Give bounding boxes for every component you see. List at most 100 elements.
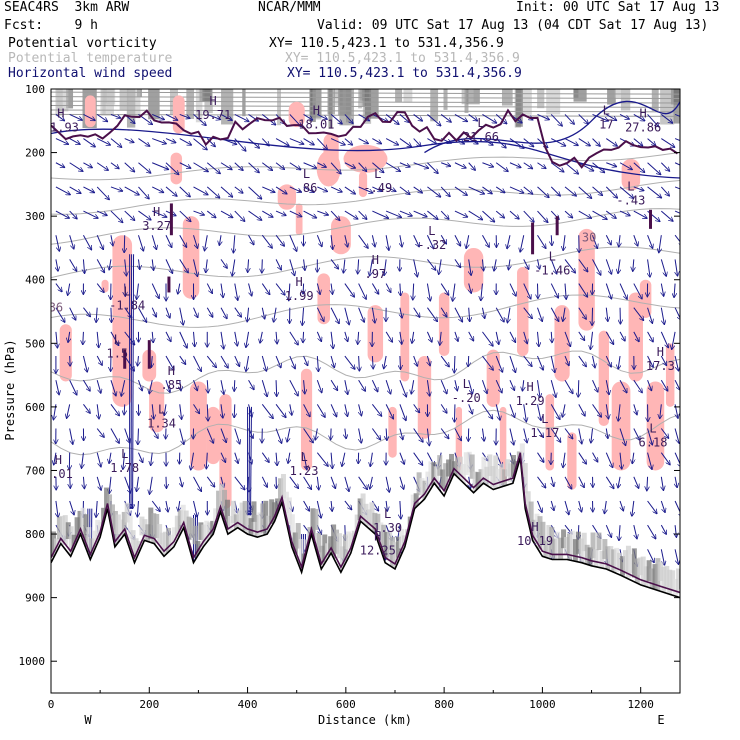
surface-pv-shade [118, 519, 124, 542]
wind-arrow [206, 259, 208, 272]
wind-arrow [400, 283, 401, 296]
wind-arrow [207, 113, 220, 119]
wind-arrow [647, 331, 654, 342]
pv-shade-streak [620, 89, 631, 111]
surface-pv-shade [154, 513, 160, 539]
surface-pv-shade [322, 534, 328, 563]
wind-arrow [565, 283, 566, 300]
wind-arrow [427, 138, 436, 144]
wind-arrow [344, 476, 349, 492]
pv-fill-blob [517, 267, 529, 357]
wind-arrow [551, 138, 565, 146]
wind-arrow [605, 380, 609, 395]
surface-pv-shade [222, 489, 228, 520]
surface-pv-shade [622, 550, 628, 573]
surface-pv-shade [104, 487, 110, 518]
wind-arrow [344, 162, 356, 168]
wind-arrow [562, 404, 565, 417]
wind-arrow [427, 162, 438, 174]
wind-arrow [592, 404, 602, 417]
wind-arrow [165, 259, 173, 273]
wind-arrow [138, 162, 150, 173]
y-axis-label: Pressure (hPa) [3, 339, 17, 440]
surface-pv-shade [466, 451, 472, 473]
extremum-value: 27.86 [625, 121, 661, 135]
wind-arrow [344, 380, 348, 394]
surface-pv-shade [74, 517, 80, 543]
wind-arrow [69, 138, 80, 145]
wind-arrow [537, 452, 543, 463]
wind-arrow [605, 355, 611, 367]
wind-arrow [413, 114, 423, 121]
surface-pv-shade [643, 566, 649, 590]
pv-shade-streak [126, 89, 141, 119]
pv-fill-blob [367, 305, 384, 363]
surface-pv-shade [298, 539, 304, 572]
wind-arrow [440, 379, 447, 394]
wind-arrow [179, 210, 191, 222]
wind-arrow [400, 235, 402, 247]
surface-pv-shade [369, 502, 375, 532]
pv-fill-blob [639, 279, 652, 318]
wind-arrow [495, 404, 500, 420]
wind-arrow [592, 113, 609, 121]
extremum-value: 12.25 [360, 543, 396, 557]
wind-arrow [289, 138, 304, 145]
pv-shade-streak [501, 89, 513, 106]
wind-arrow [303, 138, 315, 145]
wind-arrow [180, 476, 183, 487]
surface-pv-shade [437, 455, 443, 476]
wind-arrow [248, 379, 254, 389]
wind-arrow [592, 379, 598, 392]
wind-arrow [289, 355, 295, 369]
wind-arrow [137, 500, 138, 517]
surface-pv-shade [572, 539, 578, 569]
wind-arrow [289, 379, 298, 396]
wind-arrow [124, 307, 132, 318]
wind-arrow [523, 307, 533, 319]
wind-arrow [220, 428, 226, 443]
extremum-letter: H [531, 520, 538, 534]
surface-pv-shade [493, 455, 499, 489]
wind-arrow [247, 307, 248, 322]
wind-arrow [304, 380, 305, 394]
wind-arrow [248, 259, 249, 272]
wind-arrow [138, 259, 139, 269]
surface-pv-shade [115, 514, 121, 546]
extremum-value: -.32 [417, 238, 446, 252]
wind-arrow [151, 500, 160, 512]
x-tick-label: 0 [48, 698, 55, 711]
wind-arrow [564, 138, 578, 146]
wind-arrow [647, 114, 659, 126]
pv-fill-blob [400, 292, 410, 382]
wind-arrow [261, 476, 267, 487]
pv-shade-streak [521, 89, 532, 115]
wind-arrow [317, 283, 320, 295]
surface-pv-shade [628, 554, 634, 574]
wind-arrow [385, 380, 391, 394]
wind-arrow [110, 186, 123, 191]
wind-arrow [275, 404, 286, 417]
wind-arrow [550, 283, 558, 299]
x-tick-label: 200 [139, 698, 159, 711]
wind-arrow [261, 452, 269, 463]
wind-arrow [152, 162, 168, 170]
wind-arrow [370, 259, 373, 276]
pv-fill-blob [621, 158, 641, 191]
surface-pv-shade [395, 536, 401, 558]
surface-pv-shade [522, 463, 528, 494]
wind-arrow [674, 452, 680, 468]
wind-arrow [385, 331, 392, 342]
wind-arrow [427, 186, 440, 197]
extremum-value: 1.17 [530, 426, 559, 440]
wind-arrow [592, 452, 598, 462]
wind-arrow [56, 500, 58, 517]
wind-arrow [165, 235, 172, 247]
surface-pv-shade [593, 549, 599, 579]
wind-arrow [605, 235, 611, 245]
wind-arrow [468, 162, 476, 171]
theta-contour-upper [51, 105, 680, 108]
wind-arrow [303, 283, 304, 295]
wind-arrow [193, 355, 202, 371]
pv-shade-streak [515, 89, 523, 127]
